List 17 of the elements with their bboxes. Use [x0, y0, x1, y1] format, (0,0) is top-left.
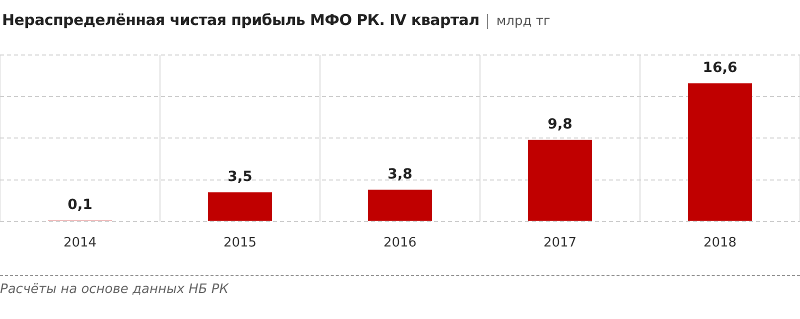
data-label: 3,5 [228, 168, 252, 185]
bar [208, 192, 272, 221]
x-tick-label: 2014 [63, 236, 97, 251]
x-tick-label: 2017 [543, 236, 577, 251]
chart-subtitle: млрд тг [487, 14, 550, 29]
text: Расчёты на основе данных НБ РК [0, 275, 800, 297]
data-label: 9,8 [548, 116, 572, 133]
data-label: 3,8 [388, 166, 412, 182]
bar [368, 190, 432, 221]
x-tick-label: 2018 [703, 236, 737, 251]
x-tick-label: 2015 [223, 236, 257, 251]
x-tick-label: 2016 [383, 236, 417, 251]
chart-title: Нераспределённая чистая прибыль МФО РК. IV квартал [2, 11, 480, 29]
data-label: 16,6 [702, 60, 738, 76]
bar [528, 140, 592, 221]
data-label: 0,1 [68, 197, 92, 214]
bar [688, 83, 752, 221]
